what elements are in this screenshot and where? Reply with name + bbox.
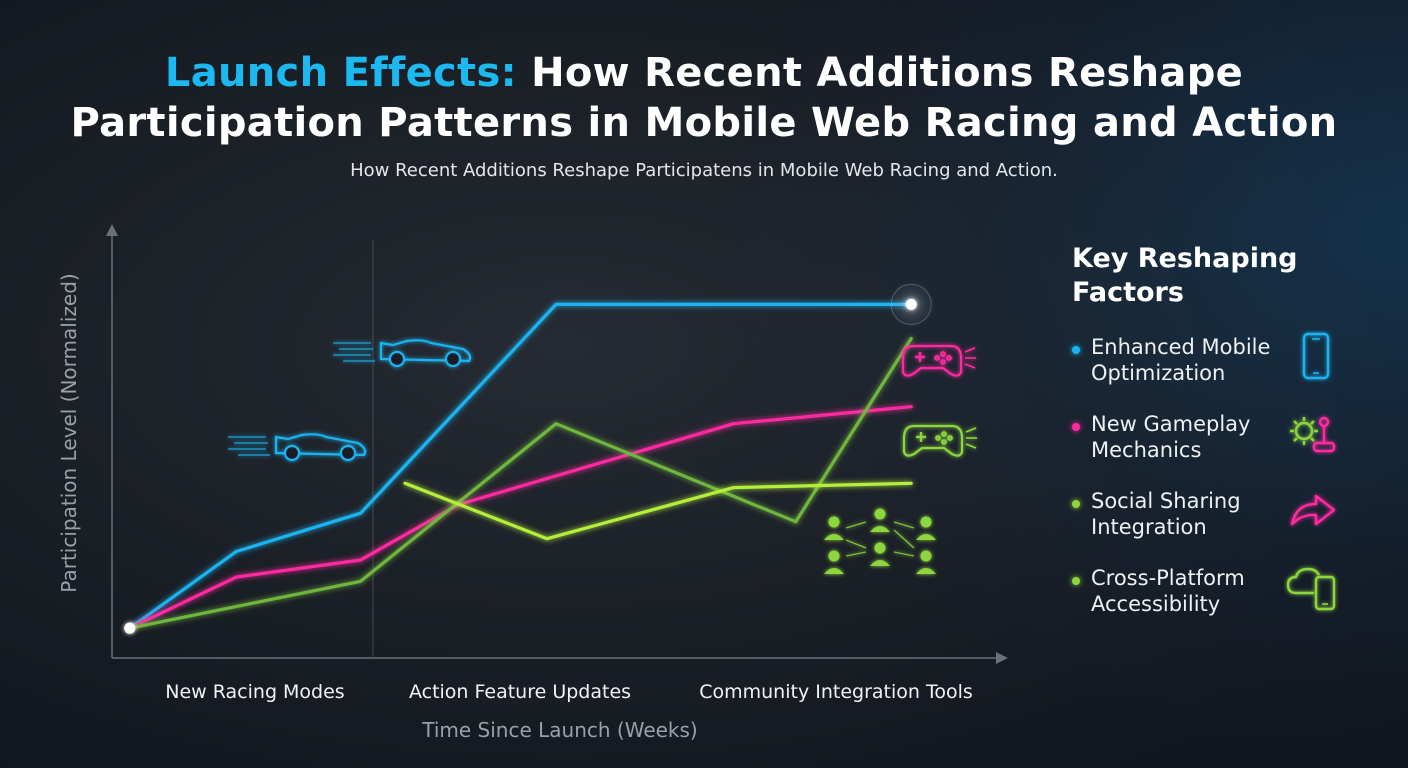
share-arrow-icon xyxy=(1290,494,1336,526)
smartphone-icon xyxy=(1302,332,1330,380)
legend-item-cross-platform: Cross-Platform Accessibility xyxy=(1072,565,1392,625)
x-axis-arrow xyxy=(996,652,1008,664)
legend-dot xyxy=(1072,577,1080,585)
legend-item-mobile-optimization: Enhanced Mobile Optimization xyxy=(1072,332,1392,394)
series-line-1 xyxy=(128,405,913,630)
data-point-marker xyxy=(124,622,136,634)
page-subtitle: How Recent Additions Reshape Participate… xyxy=(350,160,1058,181)
series-line-3 xyxy=(794,336,913,524)
series-line-4 xyxy=(403,481,913,541)
race-car-icon xyxy=(333,339,472,368)
race-car-icon xyxy=(228,433,367,462)
marker-layer xyxy=(124,280,936,634)
series-line-0 xyxy=(128,302,913,630)
legend-dot xyxy=(1072,500,1080,508)
legend-item-social-sharing: Social Sharing Integration xyxy=(1072,488,1392,548)
page-title-line-2: Participation Patterns in Mobile Web Rac… xyxy=(70,100,1338,146)
title-accent: Launch Effects: xyxy=(164,50,517,96)
title-rest: How Recent Additions Reshape xyxy=(516,50,1244,96)
legend-label: New Gameplay Mechanics xyxy=(1091,412,1251,462)
legend-item-gameplay-mechanics: New Gameplay Mechanics xyxy=(1072,411,1392,471)
gamepad-icon xyxy=(902,424,977,457)
legend-title: Key Reshaping Factors xyxy=(1072,243,1298,308)
y-axis-arrow xyxy=(106,224,118,236)
gear-joystick-icon xyxy=(1290,416,1336,453)
series-layer xyxy=(128,302,913,630)
data-point-marker xyxy=(905,298,917,310)
cloud-device-icon xyxy=(1286,567,1336,611)
legend-dot xyxy=(1072,346,1080,354)
x-tick-label: Community Integration Tools xyxy=(699,681,973,703)
legend-label: Enhanced Mobile Optimization xyxy=(1091,335,1271,385)
series-line-2 xyxy=(128,422,798,630)
y-axis-label: Participation Level (Normalized) xyxy=(57,273,81,592)
marker-ring xyxy=(890,283,932,325)
x-tick-label: Action Feature Updates xyxy=(409,681,631,703)
x-axis-label: Time Since Launch (Weeks) xyxy=(421,718,698,742)
legend-label: Social Sharing Integration xyxy=(1091,489,1241,539)
page-title-line-1: Launch Effects: How Recent Additions Res… xyxy=(0,48,1408,98)
gamepad-icon xyxy=(901,344,976,377)
legend-label: Cross-Platform Accessibility xyxy=(1091,566,1245,616)
x-tick-label: New Racing Modes xyxy=(165,681,344,703)
legend-dot xyxy=(1072,423,1080,431)
community-network-icon xyxy=(824,508,936,574)
